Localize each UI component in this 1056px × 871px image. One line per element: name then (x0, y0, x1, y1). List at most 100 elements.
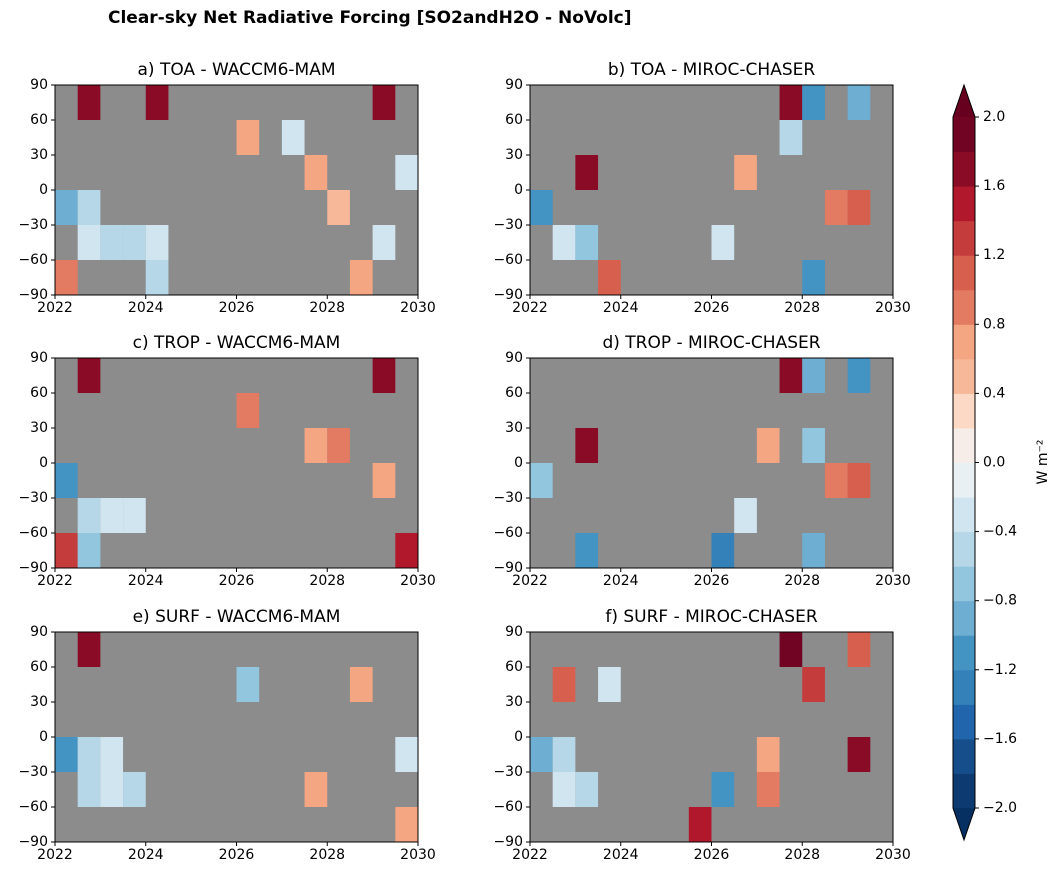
x-tick-label: 2026 (219, 847, 255, 863)
heat-cell (327, 190, 350, 225)
colorbar-label: W m⁻² (1035, 440, 1051, 485)
heat-cell (77, 533, 101, 568)
heat-cell (734, 155, 757, 190)
heat-cell (802, 667, 825, 702)
heat-cell (304, 428, 328, 463)
y-tick-label: −90 (493, 560, 523, 576)
y-tick-label: 90 (30, 350, 48, 366)
y-tick-label: 60 (30, 112, 48, 128)
heat-cell (349, 667, 373, 702)
figure-title: Clear-sky Net Radiative Forcing [SO2andH… (108, 8, 632, 28)
y-tick-label: −90 (18, 287, 48, 303)
y-tick-label: −30 (18, 490, 48, 506)
y-tick-label: −60 (18, 525, 48, 541)
heat-cell (55, 463, 78, 498)
colorbar-segment (953, 427, 975, 463)
x-tick-label: 2026 (219, 300, 255, 316)
heat-cell (779, 358, 803, 393)
x-tick-label: 2028 (309, 847, 345, 863)
heat-cell (734, 498, 757, 533)
heat-cell (552, 772, 576, 807)
colorbar-segment (953, 289, 975, 325)
heat-cell (530, 463, 553, 498)
colorbar-segment (953, 669, 975, 705)
heat-cell (575, 225, 599, 260)
y-tick-label: 30 (30, 420, 48, 436)
colorbar-tick-label: −1.2 (983, 662, 1017, 678)
heat-cell (395, 533, 418, 568)
colorbar-tick-label: 1.6 (983, 178, 1005, 194)
x-tick-label: 2026 (694, 847, 730, 863)
heat-cell (779, 632, 803, 667)
colorbar-tick-label: −0.4 (983, 524, 1017, 540)
y-tick-label: 30 (505, 147, 523, 163)
heat-cell (756, 737, 780, 772)
y-tick-label: 60 (505, 659, 523, 675)
heat-cell (77, 737, 101, 772)
colorbar-tick-label: 2.0 (983, 109, 1005, 125)
x-tick-label: 2022 (37, 573, 73, 589)
heat-cell (824, 463, 848, 498)
heat-cell (100, 772, 124, 807)
heat-cell (575, 772, 599, 807)
colorbar-tick-label: 0.0 (983, 455, 1005, 471)
y-tick-label: −60 (493, 525, 523, 541)
x-tick-label: 2024 (128, 573, 164, 589)
heat-cell (552, 667, 576, 702)
y-tick-label: 60 (505, 112, 523, 128)
masked-background (55, 358, 418, 568)
y-tick-label: −60 (493, 799, 523, 815)
colorbar-tick-label: 0.8 (983, 316, 1005, 332)
colorbar-segment (953, 358, 975, 394)
heat-cell (372, 225, 396, 260)
y-tick-label: 60 (30, 385, 48, 401)
colorbar-extend-low (953, 808, 975, 840)
heat-cell (847, 190, 871, 225)
colorbar-segment (953, 497, 975, 533)
colorbar-tick-label: 0.4 (983, 385, 1005, 401)
y-tick-label: 90 (30, 77, 48, 93)
x-tick-label: 2028 (309, 573, 345, 589)
heat-cell (281, 120, 305, 155)
heat-cell (372, 85, 396, 120)
heat-cell (711, 533, 735, 568)
y-tick-label: 90 (505, 624, 523, 640)
heat-cell (372, 358, 396, 393)
y-tick-label: −30 (18, 764, 48, 780)
heat-cell (55, 190, 78, 225)
y-tick-label: −60 (493, 252, 523, 268)
colorbar-segment (953, 635, 975, 671)
heat-cell (395, 155, 418, 190)
x-tick-label: 2026 (219, 573, 255, 589)
heat-cell (552, 225, 576, 260)
y-tick-label: 90 (505, 350, 523, 366)
heat-cell (779, 120, 803, 155)
panel-title: a) TOA - WACCM6-MAM (137, 60, 335, 80)
colorbar-segment (953, 738, 975, 774)
colorbar-segment (953, 566, 975, 602)
heat-cell (779, 85, 803, 120)
heat-cell (55, 533, 78, 568)
y-tick-label: 60 (505, 385, 523, 401)
heat-cell (304, 772, 328, 807)
panel-title: c) TROP - WACCM6-MAM (133, 333, 341, 353)
y-tick-label: −30 (493, 217, 523, 233)
heat-cell (77, 772, 101, 807)
x-tick-label: 2024 (128, 300, 164, 316)
y-tick-label: −90 (493, 834, 523, 850)
heat-cell (395, 807, 418, 842)
colorbar-segment (953, 324, 975, 360)
heat-cell (711, 225, 735, 260)
x-tick-label: 2022 (512, 300, 548, 316)
colorbar-segment (953, 773, 975, 809)
y-tick-label: −30 (493, 490, 523, 506)
y-tick-label: −30 (493, 764, 523, 780)
y-tick-label: −90 (18, 560, 48, 576)
x-tick-label: 2022 (512, 847, 548, 863)
colorbar-tick-label: 1.2 (983, 247, 1005, 263)
y-tick-label: −60 (18, 252, 48, 268)
colorbar-segment (953, 186, 975, 222)
heat-cell (55, 260, 78, 295)
heat-cell (236, 667, 260, 702)
